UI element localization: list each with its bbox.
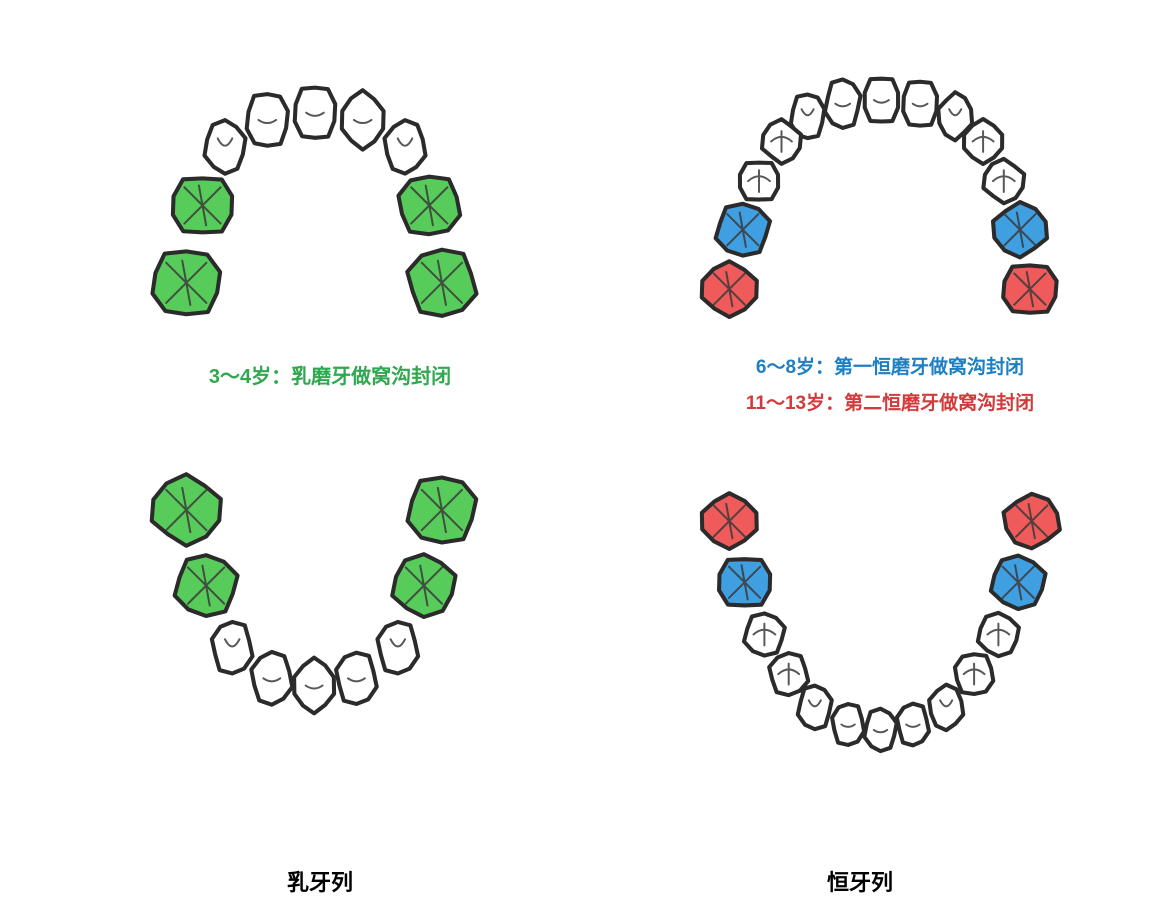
- tooth: [247, 94, 288, 146]
- tooth: [864, 709, 896, 751]
- legend-line-1: 6～8岁：第一恒磨牙做窝沟封闭: [620, 350, 1160, 386]
- tooth: [719, 559, 770, 605]
- tooth: [964, 119, 1002, 164]
- tooth: [173, 178, 232, 232]
- tooth: [377, 622, 418, 673]
- tooth: [295, 88, 336, 138]
- legend-line-2: 11～13岁：第二恒磨牙做窝沟封闭: [620, 386, 1160, 422]
- permanent-bottom-label: 恒牙列: [760, 865, 960, 897]
- tooth: [1003, 265, 1056, 312]
- tooth: [991, 556, 1046, 609]
- tooth: [1004, 494, 1060, 549]
- tooth: [744, 613, 785, 655]
- permanent-dentition-panel: 6～8岁：第一恒磨牙做窝沟封闭 11～13岁：第二恒磨牙做窝沟封闭: [620, 30, 1160, 850]
- tooth: [993, 202, 1047, 257]
- tooth: [702, 493, 757, 549]
- tooth: [978, 613, 1019, 656]
- tooth: [398, 177, 460, 235]
- tooth: [251, 652, 292, 705]
- tooth: [204, 120, 245, 174]
- tooth: [294, 658, 334, 714]
- permanent-upper-arch: [660, 30, 1110, 370]
- tooth: [175, 555, 238, 616]
- tooth: [955, 654, 993, 694]
- tooth: [929, 685, 963, 731]
- tooth: [903, 82, 937, 126]
- tooth: [716, 204, 770, 256]
- tooth: [825, 79, 861, 127]
- tooth: [983, 159, 1024, 203]
- tooth: [702, 261, 757, 317]
- tooth: [336, 653, 377, 704]
- tooth: [384, 120, 425, 173]
- primary-upper-arch: [90, 30, 540, 370]
- tooth: [152, 474, 221, 546]
- permanent-lower-arch: [660, 460, 1110, 800]
- tooth: [152, 251, 220, 314]
- tooth: [740, 163, 778, 200]
- permanent-legend: 6～8岁：第一恒磨牙做窝沟封闭 11～13岁：第二恒磨牙做窝沟封闭: [620, 350, 1160, 422]
- tooth: [832, 704, 864, 745]
- tooth: [342, 90, 384, 149]
- tooth: [407, 250, 476, 316]
- tooth: [798, 686, 832, 730]
- primary-dentition-panel: 3～4岁：乳磨牙做窝沟封闭: [60, 30, 600, 850]
- primary-caption: 3～4岁：乳磨牙做窝沟封闭: [60, 360, 600, 389]
- tooth: [897, 704, 929, 746]
- tooth: [392, 554, 455, 617]
- primary-lower-arch: [90, 430, 540, 770]
- tooth: [212, 622, 253, 673]
- tooth: [408, 478, 477, 543]
- tooth: [865, 79, 898, 122]
- primary-bottom-label: 乳牙列: [220, 865, 420, 897]
